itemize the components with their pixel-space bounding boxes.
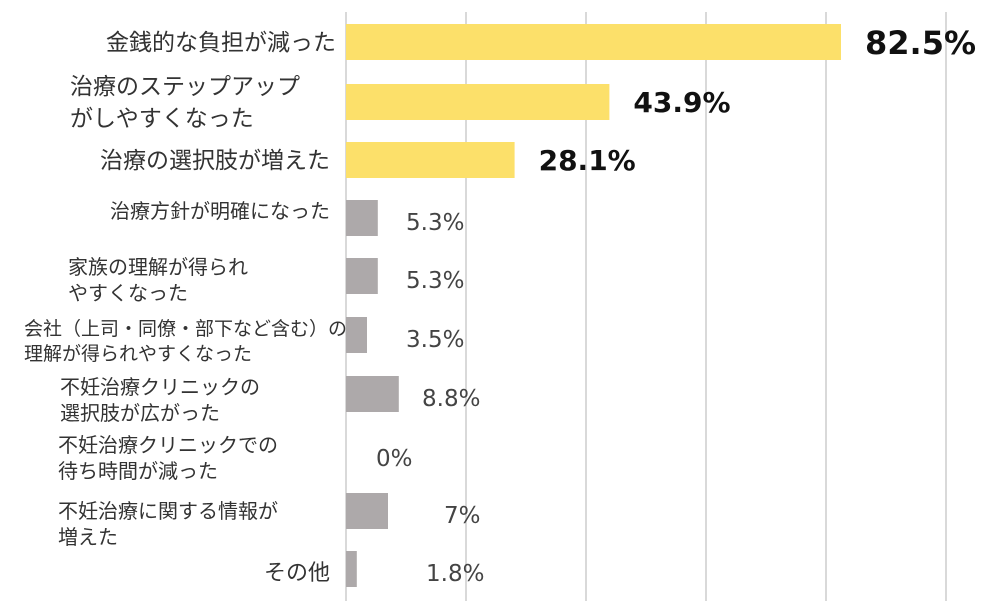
data-label: 7% — [444, 503, 481, 529]
data-label: 0% — [376, 446, 413, 472]
bar — [346, 317, 367, 353]
category-label: 治療のステップアップ — [70, 74, 300, 100]
bars — [346, 24, 841, 587]
category-label: がしやすくなった — [70, 106, 254, 132]
category-label: 不妊治療クリニックでの — [58, 433, 278, 457]
bar — [346, 551, 357, 587]
data-label: 1.8% — [426, 561, 484, 587]
bar — [346, 493, 388, 529]
data-label: 28.1% — [539, 144, 636, 177]
category-label: 増えた — [58, 525, 118, 549]
category-labels: 金銭的な負担が減った治療のステップアップがしやすくなった治療の選択肢が増えた治療… — [24, 30, 347, 586]
category-label: 選択肢が広がった — [60, 401, 220, 425]
category-label: 治療方針が明確になった — [110, 199, 330, 223]
data-label: 3.5% — [406, 327, 464, 353]
data-label: 82.5% — [865, 24, 976, 62]
bar — [346, 258, 378, 294]
data-label: 43.9% — [633, 86, 730, 119]
data-label: 8.8% — [422, 386, 480, 412]
bar — [346, 200, 378, 236]
category-label: 待ち時間が減った — [58, 459, 218, 483]
category-label: 理解が得られやすくなった — [24, 343, 252, 365]
category-label: 不妊治療クリニックの — [60, 375, 260, 399]
bar — [346, 84, 610, 120]
data-label: 5.3% — [406, 268, 464, 294]
bar — [346, 24, 841, 60]
category-label: 家族の理解が得られ — [68, 255, 248, 279]
value-labels: 82.5% 43.9% 28.1% 5.3% 5.3% 3.5% 8.8% 0% 7% 1.8% — [376, 24, 976, 587]
bar — [346, 142, 515, 178]
category-label: やすくなった — [68, 281, 188, 305]
bar — [346, 376, 399, 412]
category-label: 会社（上司・同僚・部下など含む）の — [24, 318, 347, 340]
category-label: 不妊治療に関する情報が — [58, 499, 278, 523]
category-label: 金銭的な負担が減った — [106, 30, 336, 56]
data-label: 5.3% — [406, 210, 464, 236]
category-label: 治療の選択肢が増えた — [100, 148, 330, 174]
category-label: その他 — [264, 561, 330, 586]
